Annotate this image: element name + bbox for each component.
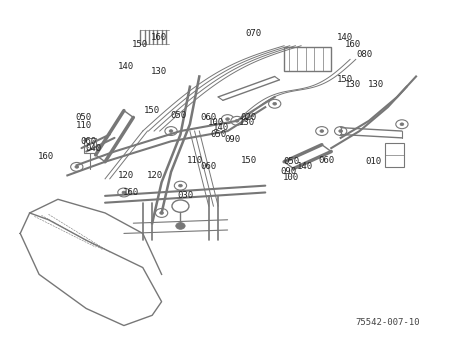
Bar [284, 47, 331, 71]
Circle shape [269, 99, 281, 108]
Circle shape [339, 130, 343, 132]
Text: 160: 160 [123, 188, 139, 197]
Circle shape [176, 223, 185, 229]
Circle shape [396, 120, 408, 129]
Circle shape [400, 123, 404, 126]
Text: 070: 070 [246, 29, 262, 38]
Text: 160: 160 [345, 40, 361, 49]
Circle shape [231, 116, 243, 125]
Circle shape [169, 130, 173, 132]
Text: 090: 090 [281, 168, 297, 176]
Text: 040: 040 [85, 143, 101, 153]
Text: 060: 060 [201, 113, 217, 122]
Text: 060: 060 [81, 137, 97, 146]
Circle shape [221, 115, 234, 123]
Circle shape [160, 212, 164, 214]
Circle shape [75, 165, 79, 168]
Circle shape [165, 127, 177, 136]
Circle shape [335, 127, 347, 136]
Text: 060: 060 [201, 162, 217, 171]
Circle shape [179, 184, 182, 187]
Text: 140: 140 [297, 162, 313, 171]
Text: 090: 090 [224, 135, 240, 144]
Circle shape [320, 130, 324, 132]
Circle shape [174, 181, 187, 190]
Text: 100: 100 [208, 118, 224, 127]
Text: 130: 130 [368, 80, 384, 89]
Bar [84, 138, 96, 153]
Text: 130: 130 [238, 118, 255, 127]
Text: 080: 080 [356, 50, 372, 59]
Circle shape [235, 119, 239, 122]
Text: 050: 050 [210, 130, 226, 139]
Circle shape [226, 118, 229, 120]
Circle shape [273, 103, 277, 105]
Text: 050: 050 [283, 157, 299, 166]
Text: 020: 020 [241, 113, 257, 122]
Text: 030: 030 [177, 191, 193, 201]
Text: 160: 160 [38, 152, 54, 161]
Text: 150: 150 [337, 75, 354, 84]
Text: 120: 120 [118, 171, 134, 180]
Circle shape [155, 208, 168, 217]
Text: 150: 150 [132, 40, 148, 49]
Text: 150: 150 [144, 106, 160, 115]
Text: 160: 160 [151, 33, 167, 42]
Circle shape [71, 162, 83, 171]
Text: 110: 110 [76, 121, 92, 130]
Text: 010: 010 [365, 157, 382, 166]
Text: 75542-007-10: 75542-007-10 [356, 318, 420, 327]
Text: 150: 150 [241, 155, 257, 164]
Bar [385, 143, 404, 167]
Text: 060: 060 [319, 155, 335, 164]
Circle shape [122, 191, 126, 194]
Text: 130: 130 [345, 80, 361, 89]
Circle shape [316, 127, 328, 136]
Text: 120: 120 [146, 171, 163, 180]
Text: 050: 050 [170, 111, 186, 120]
Circle shape [118, 188, 130, 197]
Text: 130: 130 [151, 67, 167, 76]
Text: 110: 110 [187, 155, 203, 164]
Text: 050: 050 [76, 113, 92, 122]
Text: 100: 100 [283, 173, 299, 182]
Text: 140: 140 [212, 123, 228, 132]
Text: 140: 140 [337, 33, 354, 42]
Text: 140: 140 [118, 62, 134, 71]
